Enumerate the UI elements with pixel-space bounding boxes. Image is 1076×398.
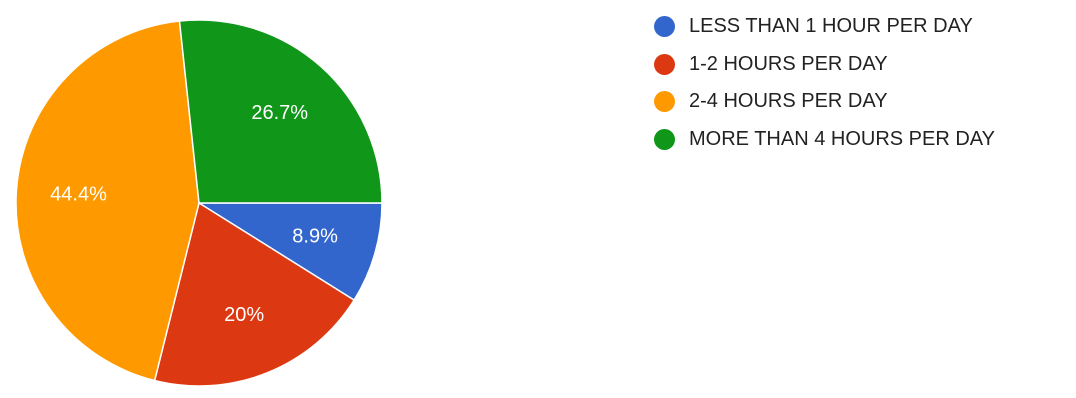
pie-slice [153,201,356,387]
pie-slice-label: 26.7% [251,102,308,124]
chart-legend: LESS THAN 1 HOUR PER DAY 1-2 HOURS PER D… [654,8,995,158]
pie-slice-label: 8.9% [292,225,338,247]
pie-slice [15,20,200,382]
legend-item: 1-2 HOURS PER DAY [654,46,995,84]
pie-chart-plot: 8.9% 20% 44.4% 26.7% [15,19,383,387]
pie-slice [196,202,383,302]
legend-swatch-icon [654,91,675,113]
legend-swatch-icon [654,16,675,38]
pie-slice-label: 44.4% [50,184,107,206]
legend-label: MORE THAN 4 HOURS PER DAY [689,127,995,150]
legend-item: LESS THAN 1 HOUR PER DAY [654,8,995,46]
legend-label: LESS THAN 1 HOUR PER DAY [689,15,973,38]
legend-swatch-icon [654,128,675,150]
pie-slice-label: 20% [224,304,264,326]
pie-slice-labels: 8.9% 20% 44.4% 26.7% [50,102,338,326]
legend-item: 2-4 HOURS PER DAY [654,83,995,121]
legend-swatch-icon [654,53,675,75]
legend-item: MORE THAN 4 HOURS PER DAY [654,121,995,159]
legend-label: 2-4 HOURS PER DAY [689,90,888,113]
pie-slice [178,19,383,204]
legend-label: 1-2 HOURS PER DAY [689,52,888,75]
pie-slices [15,19,383,387]
